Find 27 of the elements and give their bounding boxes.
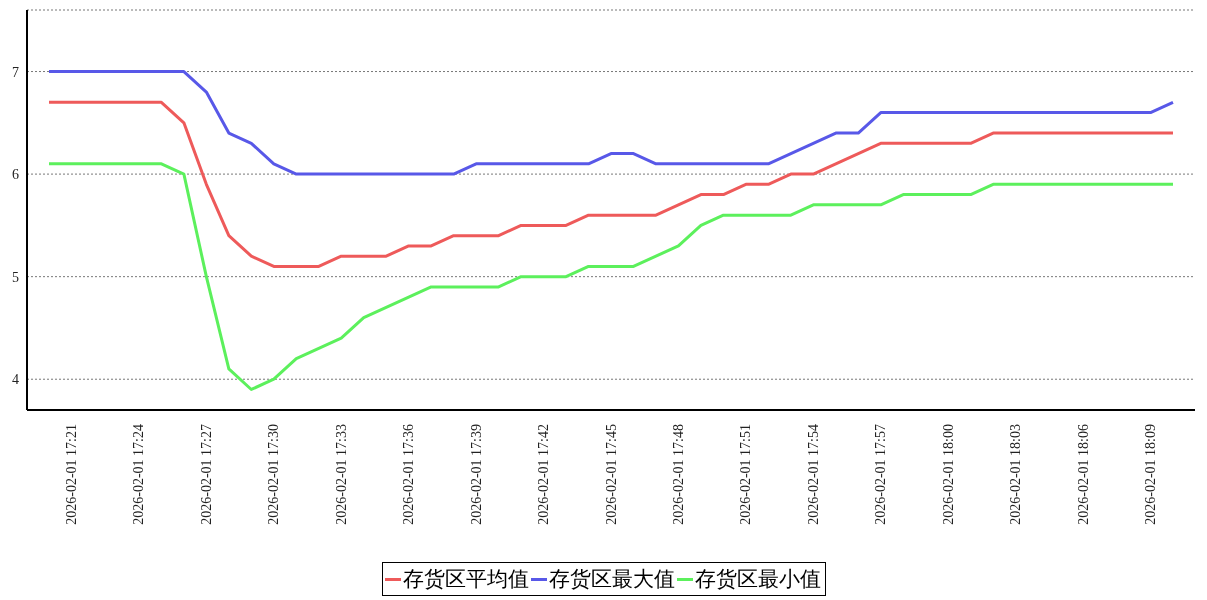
y-tick-label: 6 bbox=[12, 167, 19, 183]
x-tick-label: 2026-02-01 18:00 bbox=[940, 424, 956, 525]
line-series bbox=[47, 100, 1175, 268]
x-tick-label: 2026-02-01 17:24 bbox=[131, 424, 147, 525]
x-tick-label: 2026-02-01 17:21 bbox=[63, 424, 79, 525]
x-tick-label: 2026-02-01 17:27 bbox=[198, 424, 214, 525]
x-tick-label: 2026-02-01 17:54 bbox=[805, 424, 821, 525]
legend-label: 存货区最小值 bbox=[694, 566, 821, 593]
x-tick-label: 2026-02-01 17:33 bbox=[333, 424, 349, 525]
x-tick-label: 2026-02-01 18:03 bbox=[1008, 424, 1024, 525]
y-tick-label: 7 bbox=[12, 64, 19, 80]
x-tick-label: 2026-02-01 18:06 bbox=[1075, 424, 1091, 525]
x-tick-label: 2026-02-01 17:36 bbox=[401, 424, 417, 525]
legend-label: 存货区最大值 bbox=[548, 566, 675, 593]
x-tick-label: 2026-02-01 17:57 bbox=[873, 424, 889, 525]
y-tick-label: 4 bbox=[12, 372, 19, 388]
x-tick-label: 2026-02-01 17:45 bbox=[603, 424, 619, 525]
y-tick-label: 5 bbox=[12, 269, 19, 285]
line-series bbox=[47, 70, 1175, 176]
x-tick-label: 2026-02-01 17:48 bbox=[670, 424, 686, 525]
legend-label: 存货区平均值 bbox=[402, 566, 529, 593]
x-tick-label: 2026-02-01 17:30 bbox=[266, 424, 282, 525]
x-tick-label: 2026-02-01 17:42 bbox=[536, 424, 552, 525]
x-tick-label: 2026-02-01 17:51 bbox=[738, 424, 754, 525]
x-tick-label: 2026-02-01 17:39 bbox=[468, 424, 484, 525]
line-series bbox=[47, 162, 1175, 391]
x-tick-label: 2026-02-01 18:09 bbox=[1143, 424, 1159, 525]
